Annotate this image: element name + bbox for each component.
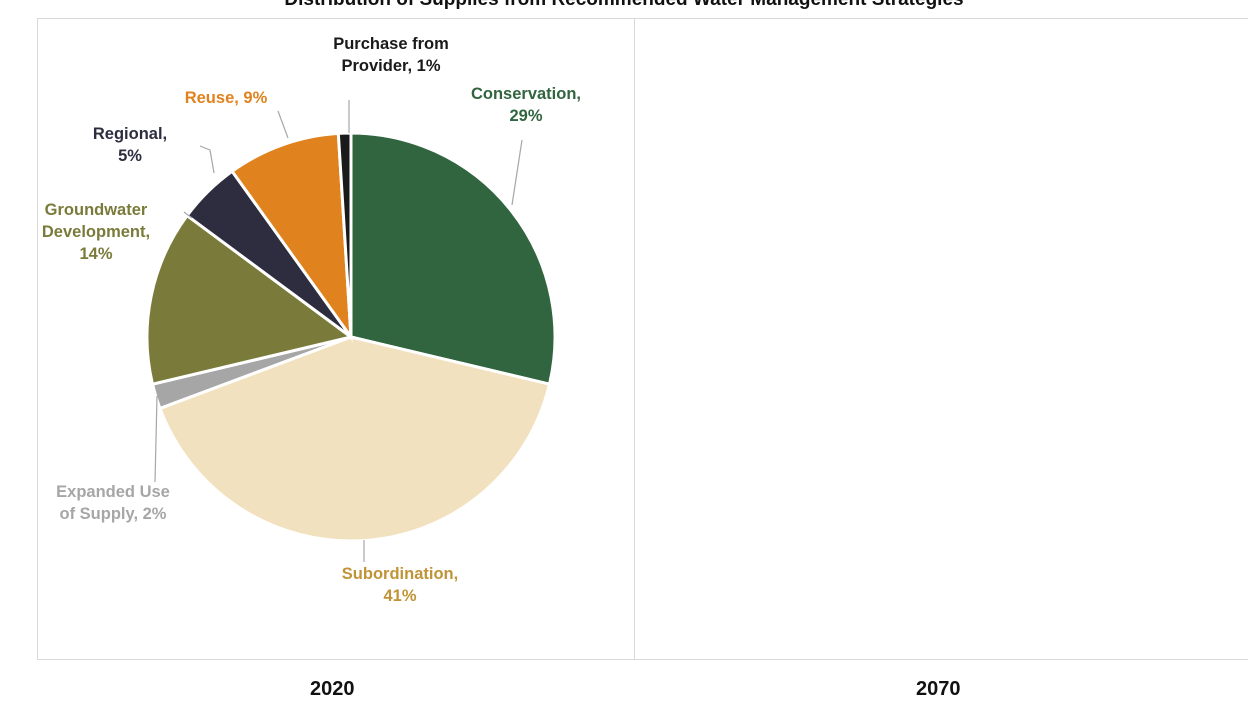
data-label-groundwater-development: Groundwater Development, 14% [42,201,150,263]
leader-line-expanded-use-of-supply [154,395,158,483]
pie-slice-conservation [349,131,557,386]
chart-title: Distribution of Supplies from Recommende… [0,0,1248,13]
pie-slice-reuse [230,131,353,343]
data-label-purchase-from-provider: Purchase from Provider, 1% [333,35,449,75]
leader-line-conservation [511,139,523,206]
data-label-regional: Regional, 5% [93,125,167,165]
data-label-conservation: Conservation, 29% [471,85,581,125]
data-label-expanded-use-of-supply: Expanded Use of Supply, 2% [56,483,170,523]
chart-panel-2070 [634,18,1248,660]
pie-slice-groundwater-development [145,213,355,386]
leader-line-reuse [277,110,289,139]
data-label-reuse: Reuse, 9% [185,89,268,107]
year-label-2070: 2070 [916,678,961,700]
leader-line-groundwater-development [183,211,193,219]
leader-line-regional [199,145,215,174]
pie-slice-purchase-from-provider [336,131,353,338]
year-label-2020: 2020 [310,678,355,700]
data-label-subordination: Subordination, 41% [342,565,458,605]
